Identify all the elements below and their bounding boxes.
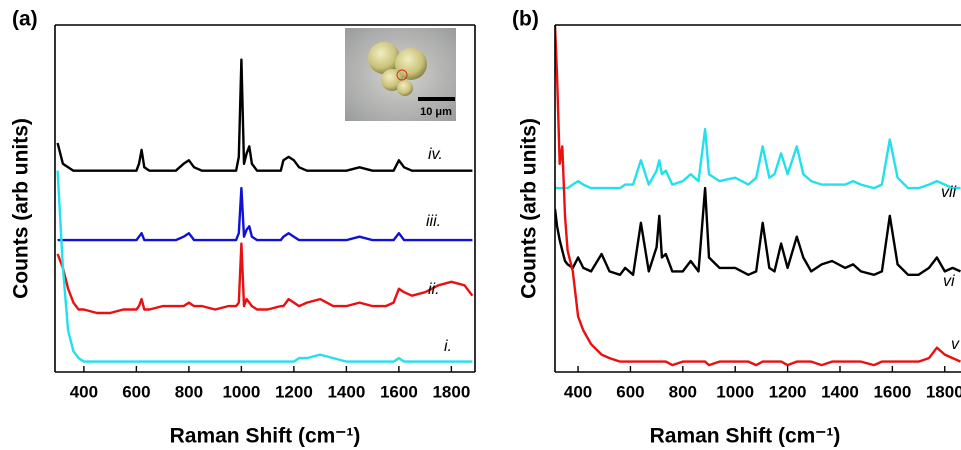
x-axis-title: Raman Shift (cm⁻¹) — [650, 425, 841, 448]
spectrum-line — [57, 186, 473, 242]
inset-scale-label: 10 μm — [420, 106, 452, 118]
x-tick-label: 1000 — [222, 382, 260, 401]
x-tick-label: 800 — [669, 382, 697, 401]
x-tick-label: 1800 — [432, 382, 470, 401]
y-axis-title: Counts (arb units) — [518, 118, 541, 299]
y-axis-title: Counts (arb units) — [10, 118, 33, 299]
series-label: iv. — [428, 146, 443, 163]
series-label: i. — [444, 338, 452, 355]
x-tick-label: 1600 — [380, 382, 418, 401]
x-tick-label: 1000 — [716, 382, 754, 401]
x-tick-label: 1800 — [926, 382, 961, 401]
spectrum-line — [555, 186, 961, 276]
x-axis-title: Raman Shift (cm⁻¹) — [170, 425, 361, 448]
x-tick-label: 400 — [70, 382, 98, 401]
x-tick-label: 800 — [175, 382, 203, 401]
x-tick-label: 1200 — [769, 382, 807, 401]
spectrum-line — [555, 127, 961, 190]
x-tick-label: 400 — [564, 382, 592, 401]
x-tick-label: 1600 — [873, 382, 911, 401]
series-label: vi — [943, 273, 955, 290]
x-tick-label: 1200 — [275, 382, 313, 401]
x-tick-label: 600 — [616, 382, 644, 401]
inset-image — [345, 28, 456, 121]
x-tick-label: 1400 — [327, 382, 365, 401]
panel-label: (a) — [12, 8, 38, 31]
series-label: v — [951, 336, 960, 353]
x-tick-label: 1400 — [821, 382, 859, 401]
spectrum-line — [56, 58, 473, 172]
series-label: iii. — [426, 213, 441, 230]
spectrum-line — [56, 170, 473, 363]
x-tick-label: 600 — [122, 382, 150, 401]
spectrum-line — [555, 24, 961, 367]
panel-label: (b) — [512, 8, 539, 31]
series-label: ii. — [428, 281, 440, 298]
spectrum-line — [56, 242, 474, 315]
series-label: vii — [941, 184, 957, 201]
